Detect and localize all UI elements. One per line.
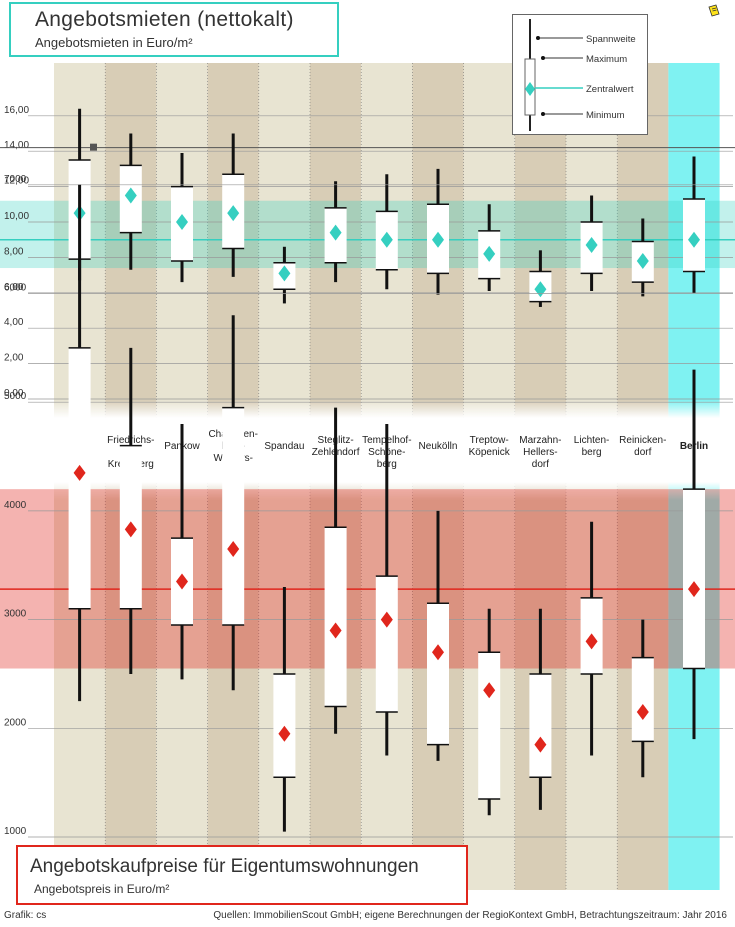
sale-median-marker xyxy=(73,464,86,481)
district-label-line: Lichten- xyxy=(574,435,610,446)
sale-tick-label: 3000 xyxy=(4,609,27,620)
sale-box xyxy=(375,576,398,712)
district-label-line: Neukölln xyxy=(419,441,458,452)
sale-median-marker xyxy=(124,521,137,538)
footer-credit: Grafik: cs xyxy=(4,910,47,921)
district-label-line: Reinicken- xyxy=(619,435,666,446)
sale-median-marker xyxy=(534,736,547,753)
rent-tick-label: 4,00 xyxy=(4,317,24,328)
rent-median-marker xyxy=(227,205,240,222)
sale-median-marker xyxy=(585,633,598,650)
sale-median-marker xyxy=(278,725,291,742)
district-label-line: berg xyxy=(582,447,602,458)
district-label-line: Köpenick xyxy=(469,447,511,458)
district-label: Treptow-Köpenick xyxy=(469,435,511,458)
rent-berlin-band xyxy=(0,200,735,269)
sale-berlin-band xyxy=(0,489,735,669)
sale-median-marker xyxy=(483,682,496,699)
sale-title-box: Angebotskaufpreise für Eigentumswohnunge… xyxy=(16,845,468,905)
rent-median-marker xyxy=(432,231,444,248)
rent-median-marker xyxy=(124,187,137,204)
sale-tick-label: 6000 xyxy=(4,283,27,294)
sale-box xyxy=(324,527,347,707)
district-label-line: Marzahn- xyxy=(519,435,561,446)
sale-box xyxy=(478,652,501,799)
legend-median-diamond xyxy=(525,82,535,96)
sale-tick-label: 7000 xyxy=(4,174,27,185)
legend-label-range: Spannweite xyxy=(586,34,636,45)
rent-tick-label: 2,00 xyxy=(4,353,24,364)
district-label-line: dorf xyxy=(532,459,549,470)
rent-reference-marker xyxy=(90,143,97,151)
district-label: Lichten-berg xyxy=(574,435,610,458)
rent-subtitle: Angebotsmieten in Euro/m² xyxy=(35,35,193,50)
legend-label-center: Zentralwert xyxy=(586,84,634,95)
rent-median-marker xyxy=(688,231,700,248)
sale-tick-label: 4000 xyxy=(4,500,27,511)
rent-title: Angebotsmieten (nettokalt) xyxy=(35,8,294,31)
sale-median-marker xyxy=(329,622,342,639)
rent-median-marker xyxy=(585,237,598,254)
legend-dot-min xyxy=(541,112,545,116)
district-label-line: Hellers- xyxy=(523,447,557,458)
rent-tick-label: 0,00 xyxy=(4,388,24,399)
sale-title: Angebotskaufpreise für Eigentumswohnunge… xyxy=(30,856,419,877)
rent-tick-label: 14,00 xyxy=(4,140,29,151)
rent-median-marker xyxy=(483,245,496,262)
sale-subtitle: Angebotspreis in Euro/m² xyxy=(34,882,170,896)
sale-median-marker xyxy=(176,573,188,590)
sale-median-marker xyxy=(688,581,700,598)
rent-tick-label: 6,00 xyxy=(4,282,24,293)
sale-tick-label: 1000 xyxy=(4,826,27,837)
district-label: Neukölln xyxy=(419,441,458,452)
legend-dot-range xyxy=(536,36,540,40)
rent-tick-label: 16,00 xyxy=(4,105,29,116)
sale-box xyxy=(631,657,654,742)
rent-median-marker xyxy=(636,252,649,269)
rent-median-marker xyxy=(176,214,188,230)
rent-median-marker xyxy=(380,231,393,248)
sale-box xyxy=(427,603,449,745)
legend-dot-max xyxy=(541,56,545,60)
sale-box xyxy=(222,407,245,626)
district-label: Reinicken-dorf xyxy=(619,435,666,458)
sale-tick-label: 2000 xyxy=(4,717,27,728)
rent-tick-label: 8,00 xyxy=(4,246,24,257)
sale-median-marker xyxy=(380,611,393,628)
note-icon[interactable] xyxy=(707,4,721,18)
district-label: Spandau xyxy=(264,441,304,452)
rent-tick-label: 10,00 xyxy=(4,211,29,222)
legend-box: Spannweite Maximum Zentralwert Minimum xyxy=(512,14,648,135)
district-label-line: Treptow- xyxy=(470,435,509,446)
district-label: Marzahn-Hellers-dorf xyxy=(519,435,561,470)
legend-graphic: Spannweite Maximum Zentralwert Minimum xyxy=(524,19,636,131)
sale-median-marker xyxy=(227,540,240,557)
sale-box xyxy=(273,673,296,778)
sale-box xyxy=(529,673,552,778)
rent-title-box: Angebotsmieten (nettokalt) Angebotsmiete… xyxy=(9,2,339,57)
legend-label-max: Maximum xyxy=(586,54,627,65)
district-label-line: Spandau xyxy=(264,441,304,452)
sale-tick-label: 5000 xyxy=(4,391,27,402)
legend-label-min: Minimum xyxy=(586,110,625,121)
sale-median-marker xyxy=(432,644,444,661)
sale-box xyxy=(683,489,705,669)
rent-tick-label: 12,00 xyxy=(4,176,29,187)
rent-median-marker xyxy=(278,265,291,282)
footer-sources: Quellen: ImmobilienScout GmbH; eigene Be… xyxy=(213,910,727,921)
label-band xyxy=(30,400,735,500)
sale-median-marker xyxy=(636,703,649,720)
district-label-line: dorf xyxy=(634,447,651,458)
rent-median-marker xyxy=(329,224,342,241)
